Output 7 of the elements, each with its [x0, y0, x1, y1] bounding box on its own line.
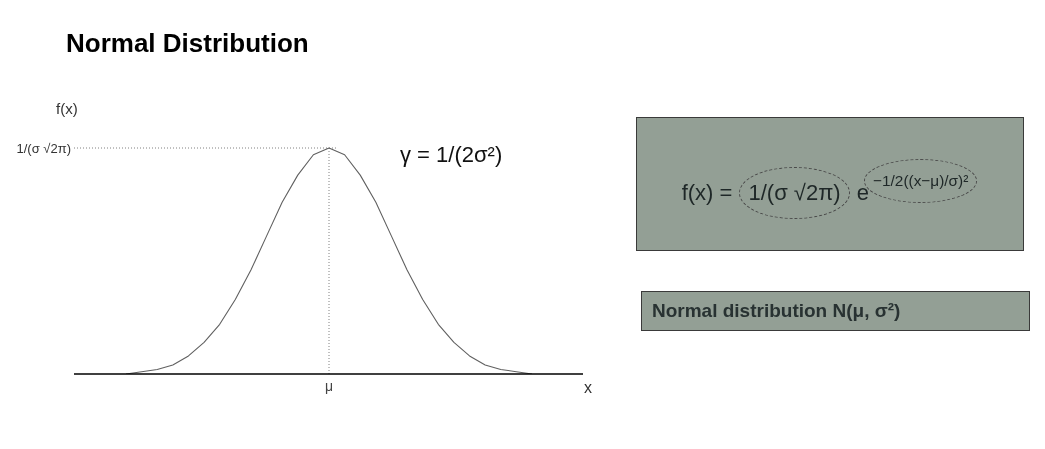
y-axis-title: f(x) [56, 100, 78, 117]
text: μ [324, 378, 334, 394]
x-axis-title: x [584, 379, 592, 396]
text: Normal distribution N(μ, σ²) [652, 300, 901, 321]
ref-line-label: 1/(σ √2π) [16, 140, 71, 156]
annotation: γ = 1/(2σ²) [400, 142, 503, 167]
chart-title: Normal Distribution [66, 28, 309, 58]
